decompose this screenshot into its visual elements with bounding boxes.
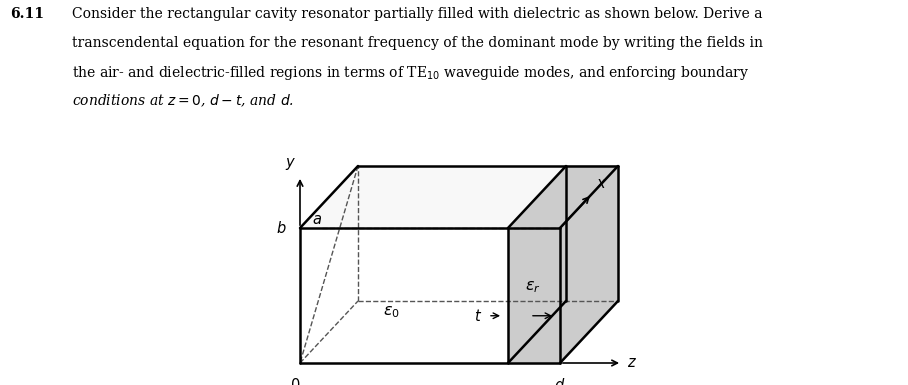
Text: 6.11: 6.11: [10, 7, 44, 21]
Polygon shape: [300, 228, 560, 363]
Polygon shape: [300, 166, 618, 228]
Text: $z$: $z$: [627, 356, 637, 370]
Text: transcendental equation for the resonant frequency of the dominant mode by writi: transcendental equation for the resonant…: [72, 35, 763, 50]
Text: $d$: $d$: [554, 377, 566, 385]
Text: $\epsilon_0$: $\epsilon_0$: [382, 303, 400, 320]
Polygon shape: [508, 166, 618, 228]
Text: $0$: $0$: [290, 377, 301, 385]
Text: $b$: $b$: [276, 220, 287, 236]
Polygon shape: [508, 228, 560, 363]
Text: conditions at $z = 0$, $d - t$, and $d$.: conditions at $z = 0$, $d - t$, and $d$.: [72, 92, 294, 109]
Polygon shape: [560, 166, 618, 363]
Text: the air- and dielectric-filled regions in terms of TE$_{10}$ waveguide modes, an: the air- and dielectric-filled regions i…: [72, 64, 749, 82]
Text: $a$: $a$: [312, 213, 322, 227]
Text: $y$: $y$: [285, 156, 296, 172]
Text: $t$: $t$: [474, 308, 482, 324]
Text: $x$: $x$: [596, 177, 607, 191]
Text: Consider the rectangular cavity resonator partially filled with dielectric as sh: Consider the rectangular cavity resonato…: [72, 7, 763, 21]
Text: $\epsilon_r$: $\epsilon_r$: [525, 278, 541, 295]
